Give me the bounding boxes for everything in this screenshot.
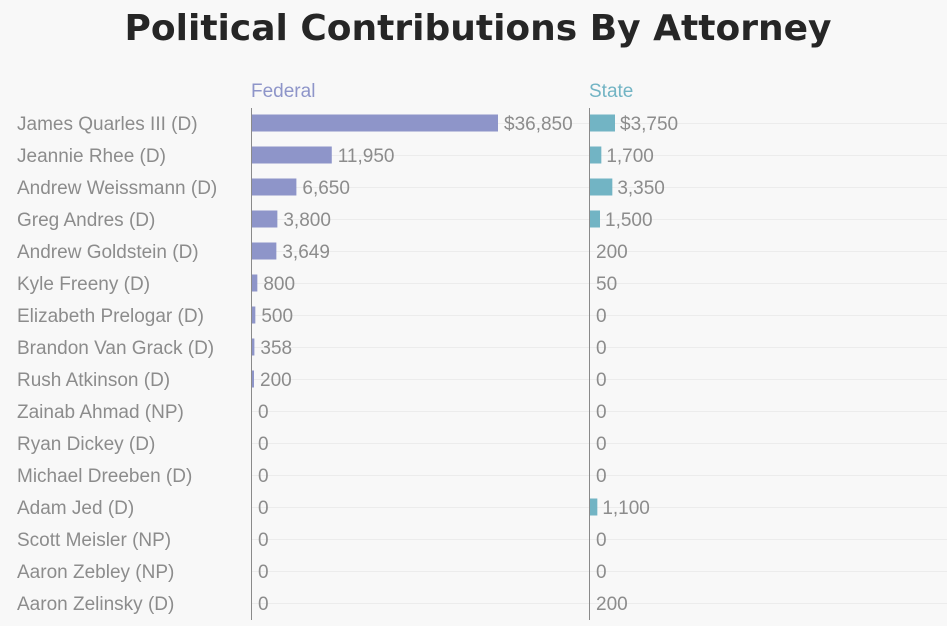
state-value-label: 1,100 bbox=[602, 498, 650, 519]
attorney-name-label: Kyle Freeny (D) bbox=[17, 274, 150, 295]
state-value-label: $3,750 bbox=[620, 114, 678, 135]
attorney-name-label: Aaron Zebley (NP) bbox=[17, 562, 174, 583]
state-value-label: 0 bbox=[596, 530, 607, 551]
attorney-name-label: Michael Dreeben (D) bbox=[17, 466, 192, 487]
attorney-name-label: Elizabeth Prelogar (D) bbox=[17, 306, 204, 327]
state-value-label: 1,500 bbox=[605, 210, 653, 231]
federal-bar bbox=[252, 274, 258, 292]
state-bar bbox=[590, 178, 613, 196]
attorney-name-label: Andrew Goldstein (D) bbox=[17, 242, 199, 263]
attorney-name-label: Scott Meisler (NP) bbox=[17, 530, 171, 551]
federal-column-header: Federal bbox=[251, 81, 315, 102]
federal-value-label: 3,800 bbox=[283, 210, 331, 231]
attorney-name-label: Zainab Ahmad (NP) bbox=[17, 402, 184, 423]
federal-bar bbox=[252, 338, 255, 356]
state-value-label: 0 bbox=[596, 434, 607, 455]
chart-title: Political Contributions By Attorney bbox=[125, 8, 832, 49]
state-value-label: 50 bbox=[596, 274, 617, 295]
attorney-name-label: James Quarles III (D) bbox=[17, 114, 198, 135]
state-value-label: 0 bbox=[596, 402, 607, 423]
state-value-label: 200 bbox=[596, 242, 628, 263]
labels: James Quarles III (D) $36,850 $3,750 Jeanni… bbox=[17, 114, 678, 615]
state-column-header: State bbox=[589, 81, 633, 102]
state-value-label: 3,350 bbox=[617, 178, 665, 199]
federal-value-label: 11,950 bbox=[338, 146, 395, 167]
federal-value-label: 0 bbox=[258, 402, 269, 423]
federal-value-label: 0 bbox=[258, 594, 269, 615]
federal-value-label: 6,650 bbox=[302, 178, 350, 199]
attorney-name-label: Andrew Weissmann (D) bbox=[17, 178, 217, 199]
attorney-name-label: Greg Andres (D) bbox=[17, 210, 155, 231]
state-value-label: 200 bbox=[596, 594, 628, 615]
federal-value-label: 800 bbox=[263, 274, 295, 295]
federal-bar bbox=[252, 178, 297, 196]
federal-value-label: 0 bbox=[258, 466, 269, 487]
gridlines bbox=[251, 123, 947, 604]
attorney-name-label: Ryan Dickey (D) bbox=[17, 434, 155, 455]
state-value-label: 0 bbox=[596, 562, 607, 583]
state-bar bbox=[590, 210, 600, 228]
federal-value-label: 0 bbox=[258, 434, 269, 455]
state-value-label: 0 bbox=[596, 466, 607, 487]
state-value-label: 0 bbox=[596, 370, 607, 391]
federal-value-label: 0 bbox=[258, 498, 269, 519]
attorney-name-label: Aaron Zelinsky (D) bbox=[17, 594, 174, 615]
state-bar bbox=[590, 114, 615, 132]
federal-value-label: 3,649 bbox=[282, 242, 330, 263]
state-value-label: 1,700 bbox=[606, 146, 654, 167]
federal-value-label: 358 bbox=[260, 338, 292, 359]
state-value-label: 0 bbox=[596, 338, 607, 359]
attorney-name-label: Adam Jed (D) bbox=[17, 498, 134, 519]
federal-value-label: 500 bbox=[261, 306, 293, 327]
federal-bar bbox=[252, 210, 278, 228]
state-value-label: 0 bbox=[596, 306, 607, 327]
federal-bar bbox=[252, 370, 254, 388]
attorney-name-label: Brandon Van Grack (D) bbox=[17, 338, 214, 359]
state-bar bbox=[590, 498, 598, 516]
attorney-name-label: Rush Atkinson (D) bbox=[17, 370, 170, 391]
attorney-name-label: Jeannie Rhee (D) bbox=[17, 146, 166, 167]
federal-value-label: 0 bbox=[258, 562, 269, 583]
federal-bar bbox=[252, 306, 256, 324]
state-bar bbox=[590, 146, 602, 164]
federal-value-label: 0 bbox=[258, 530, 269, 551]
federal-bar bbox=[252, 114, 498, 132]
federal-bar bbox=[252, 242, 277, 260]
federal-bar bbox=[252, 146, 332, 164]
federal-value-label: $36,850 bbox=[504, 114, 573, 135]
bars bbox=[252, 114, 615, 516]
federal-value-label: 200 bbox=[260, 370, 292, 391]
